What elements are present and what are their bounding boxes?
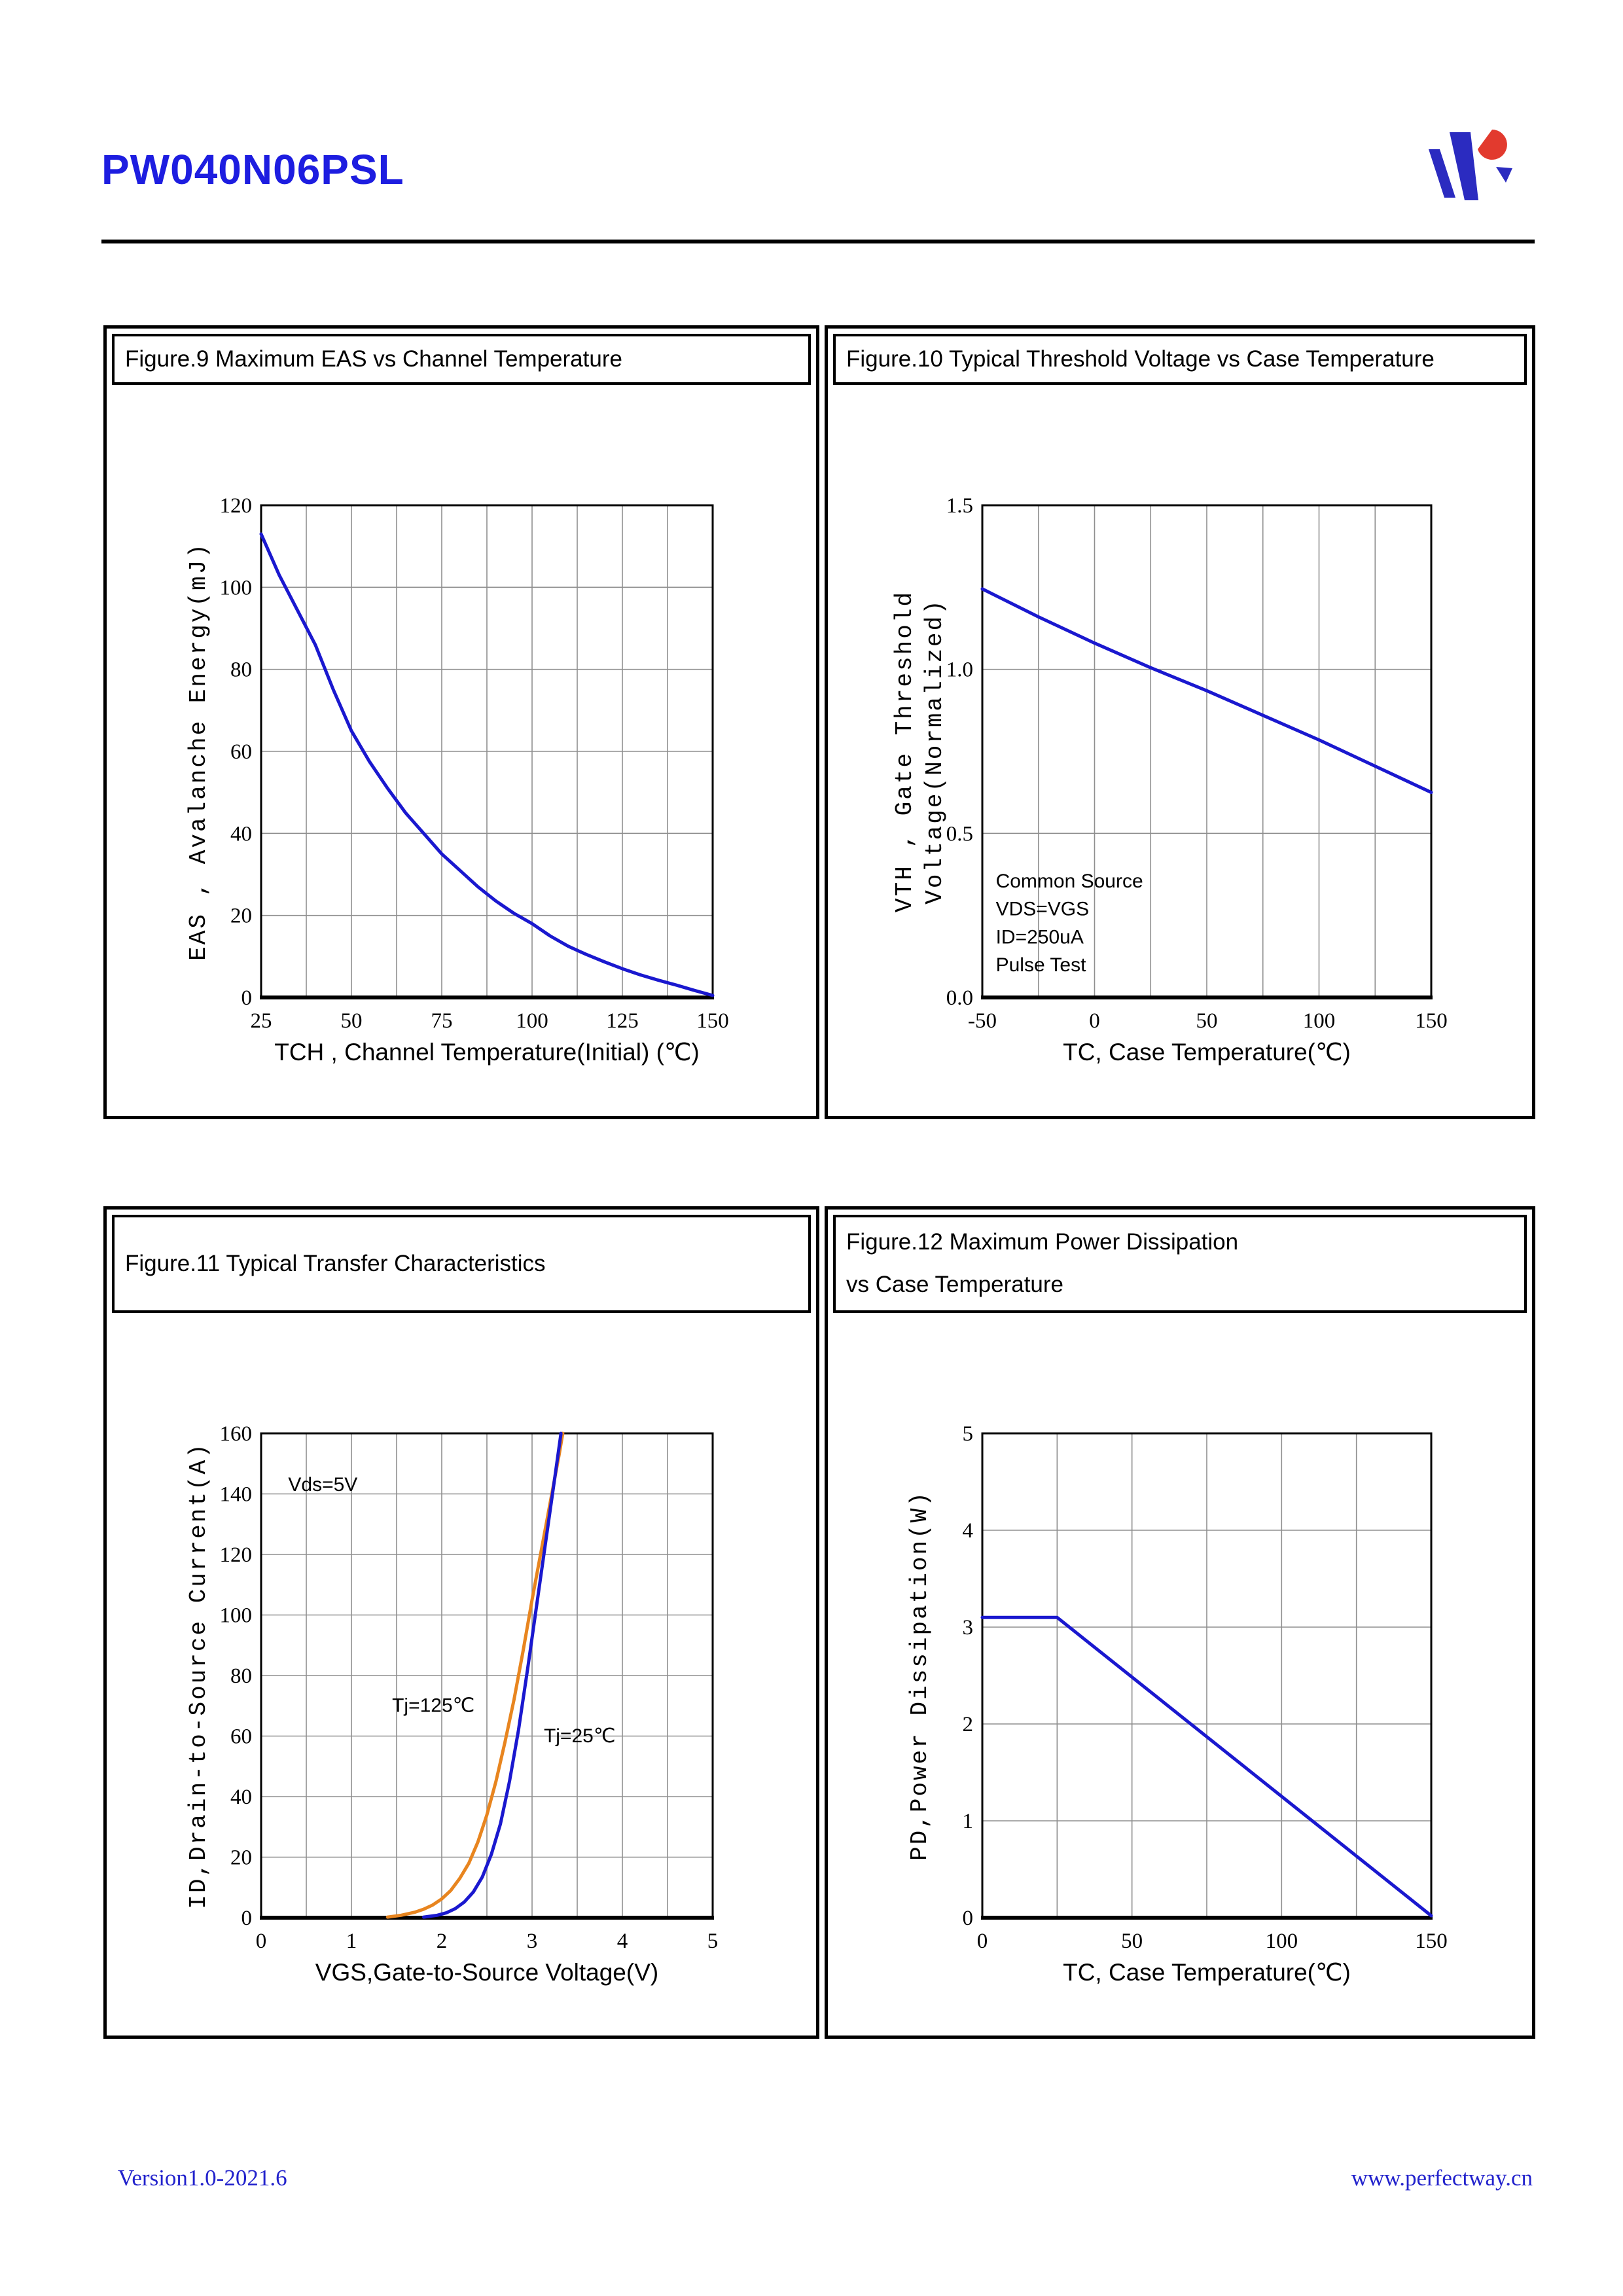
svg-text:1: 1	[346, 1929, 357, 1953]
svg-text:Vds=5V: Vds=5V	[288, 1474, 357, 1496]
figure11-chart: 0 1 2 3 4 5 0 20 40 60 80 100 120 140 160 VGS,Gate-to-S…	[185, 1422, 719, 1986]
svg-text:0: 0	[963, 1907, 974, 1930]
svg-text:TC, Case Temperature(℃): TC, Case Temperature(℃)	[1063, 1039, 1351, 1066]
panel-figure12: Figure.12 Maximum Power Dissipation vs C…	[825, 1206, 1535, 2039]
figure9-chart-area: 25 50 75 100 125 150 0 20 40 60 80 100 120 TCH , Chan…	[112, 389, 811, 1111]
svg-text:PD,Power Dissipation(W): PD,Power Dissipation(W)	[906, 1490, 933, 1861]
figure10-title: Figure.10 Typical Threshold Voltage vs C…	[833, 334, 1527, 385]
svg-text:50: 50	[1121, 1929, 1143, 1953]
svg-text:0.0: 0.0	[946, 986, 973, 1010]
svg-text:Tj=25℃: Tj=25℃	[544, 1725, 616, 1747]
svg-text:150: 150	[696, 1009, 729, 1033]
logo-bar-middle	[1450, 132, 1478, 200]
svg-text:VGS,Gate-to-Source Voltage(V): VGS,Gate-to-Source Voltage(V)	[315, 1959, 658, 1986]
figure11-title: Figure.11 Typical Transfer Characteristi…	[112, 1215, 811, 1313]
svg-text:1.0: 1.0	[946, 658, 973, 682]
footer-version: Version1.0-2021.6	[118, 2165, 287, 2191]
svg-text:3: 3	[963, 1616, 974, 1640]
logo-red-dot	[1478, 130, 1507, 160]
svg-text:Pulse Test: Pulse Test	[996, 954, 1087, 976]
header-divider	[101, 240, 1535, 243]
svg-text:80: 80	[230, 658, 252, 682]
svg-text:50: 50	[341, 1009, 363, 1033]
svg-text:2: 2	[963, 1713, 974, 1736]
svg-text:60: 60	[230, 1725, 252, 1749]
logo-triangle	[1496, 167, 1512, 183]
svg-text:ID,Drain-to-Source Current(A): ID,Drain-to-Source Current(A)	[185, 1442, 212, 1909]
svg-text:50: 50	[1196, 1009, 1218, 1033]
svg-text:Tj=125℃: Tj=125℃	[392, 1695, 474, 1717]
figure12-chart: 0 50 100 150 0 1 2 3 4 5 TC, Case Temperature(℃) PD…	[906, 1422, 1448, 1986]
svg-text:3: 3	[527, 1929, 538, 1953]
figure12-title: Figure.12 Maximum Power Dissipation vs C…	[833, 1215, 1527, 1313]
panel-figure10: Figure.10 Typical Threshold Voltage vs C…	[825, 325, 1535, 1119]
page-title: PW040N06PSL	[101, 146, 404, 193]
figure11-chart-area: 0 1 2 3 4 5 0 20 40 60 80 100 120 140 160 VGS,Gate-to-S…	[112, 1317, 811, 2031]
svg-text:Voltage(Normalized): Voltage(Normalized)	[921, 598, 948, 904]
svg-text:60: 60	[230, 740, 252, 764]
svg-text:5: 5	[707, 1929, 719, 1953]
svg-text:EAS , Avalanche Energy(mJ): EAS , Avalanche Energy(mJ)	[185, 542, 212, 961]
svg-text:VDS=VGS: VDS=VGS	[996, 899, 1090, 920]
svg-text:VTH , Gate Threshold: VTH , Gate Threshold	[891, 590, 918, 912]
svg-text:4: 4	[617, 1929, 628, 1953]
svg-text:0: 0	[1089, 1009, 1100, 1033]
svg-text:100: 100	[516, 1009, 548, 1033]
svg-text:100: 100	[220, 576, 253, 600]
svg-text:0: 0	[256, 1929, 267, 1953]
svg-text:100: 100	[220, 1604, 253, 1628]
svg-text:100: 100	[1303, 1009, 1336, 1033]
svg-text:TC, Case Temperature(℃): TC, Case Temperature(℃)	[1063, 1959, 1351, 1986]
svg-text:0: 0	[241, 986, 253, 1010]
svg-text:0: 0	[977, 1929, 988, 1953]
svg-text:40: 40	[230, 1785, 252, 1809]
svg-text:100: 100	[1266, 1929, 1298, 1953]
svg-text:ID=250uA: ID=250uA	[996, 926, 1084, 948]
figure10-chart: -50 0 50 100 150 0.0 0.5 1.0 1.5 TC, Case Tempera…	[891, 494, 1448, 1066]
svg-text:40: 40	[230, 822, 252, 846]
svg-text:2: 2	[437, 1929, 448, 1953]
svg-text:150: 150	[1415, 1929, 1448, 1953]
svg-text:140: 140	[220, 1483, 253, 1507]
svg-text:1: 1	[963, 1810, 974, 1833]
svg-text:160: 160	[220, 1422, 253, 1446]
panel-figure11: Figure.11 Typical Transfer Characteristi…	[103, 1206, 819, 2039]
svg-text:120: 120	[220, 494, 253, 518]
svg-text:4: 4	[963, 1519, 974, 1543]
perfectway-logo-icon	[1429, 130, 1512, 200]
svg-text:25: 25	[251, 1009, 272, 1033]
svg-text:TCH , Channel Temperature(Init: TCH , Channel Temperature(Initial) (℃)	[274, 1039, 700, 1066]
svg-text:0.5: 0.5	[946, 822, 973, 846]
logo-bar-left	[1429, 149, 1455, 198]
figure12-chart-area: 0 50 100 150 0 1 2 3 4 5 TC, Case Temperature(℃) PD…	[833, 1317, 1527, 2031]
svg-text:Common Source: Common Source	[996, 870, 1143, 892]
figure10-chart-area: -50 0 50 100 150 0.0 0.5 1.0 1.5 TC, Case Tempera…	[833, 389, 1527, 1111]
figure9-chart: 25 50 75 100 125 150 0 20 40 60 80 100 120 TCH , Chan…	[185, 494, 729, 1066]
svg-text:125: 125	[606, 1009, 639, 1033]
panel-figure9: Figure.9 Maximum EAS vs Channel Temperat…	[103, 325, 819, 1119]
svg-text:75: 75	[431, 1009, 453, 1033]
svg-text:150: 150	[1415, 1009, 1448, 1033]
footer-website: www.perfectway.cn	[1351, 2165, 1533, 2191]
svg-text:1.5: 1.5	[946, 494, 973, 518]
svg-text:80: 80	[230, 1664, 252, 1688]
figure9-title: Figure.9 Maximum EAS vs Channel Temperat…	[112, 334, 811, 385]
svg-text:20: 20	[230, 1846, 252, 1870]
svg-text:120: 120	[220, 1543, 253, 1567]
svg-text:-50: -50	[968, 1009, 997, 1033]
svg-text:5: 5	[963, 1422, 974, 1446]
svg-text:0: 0	[241, 1907, 253, 1930]
svg-text:20: 20	[230, 905, 252, 928]
